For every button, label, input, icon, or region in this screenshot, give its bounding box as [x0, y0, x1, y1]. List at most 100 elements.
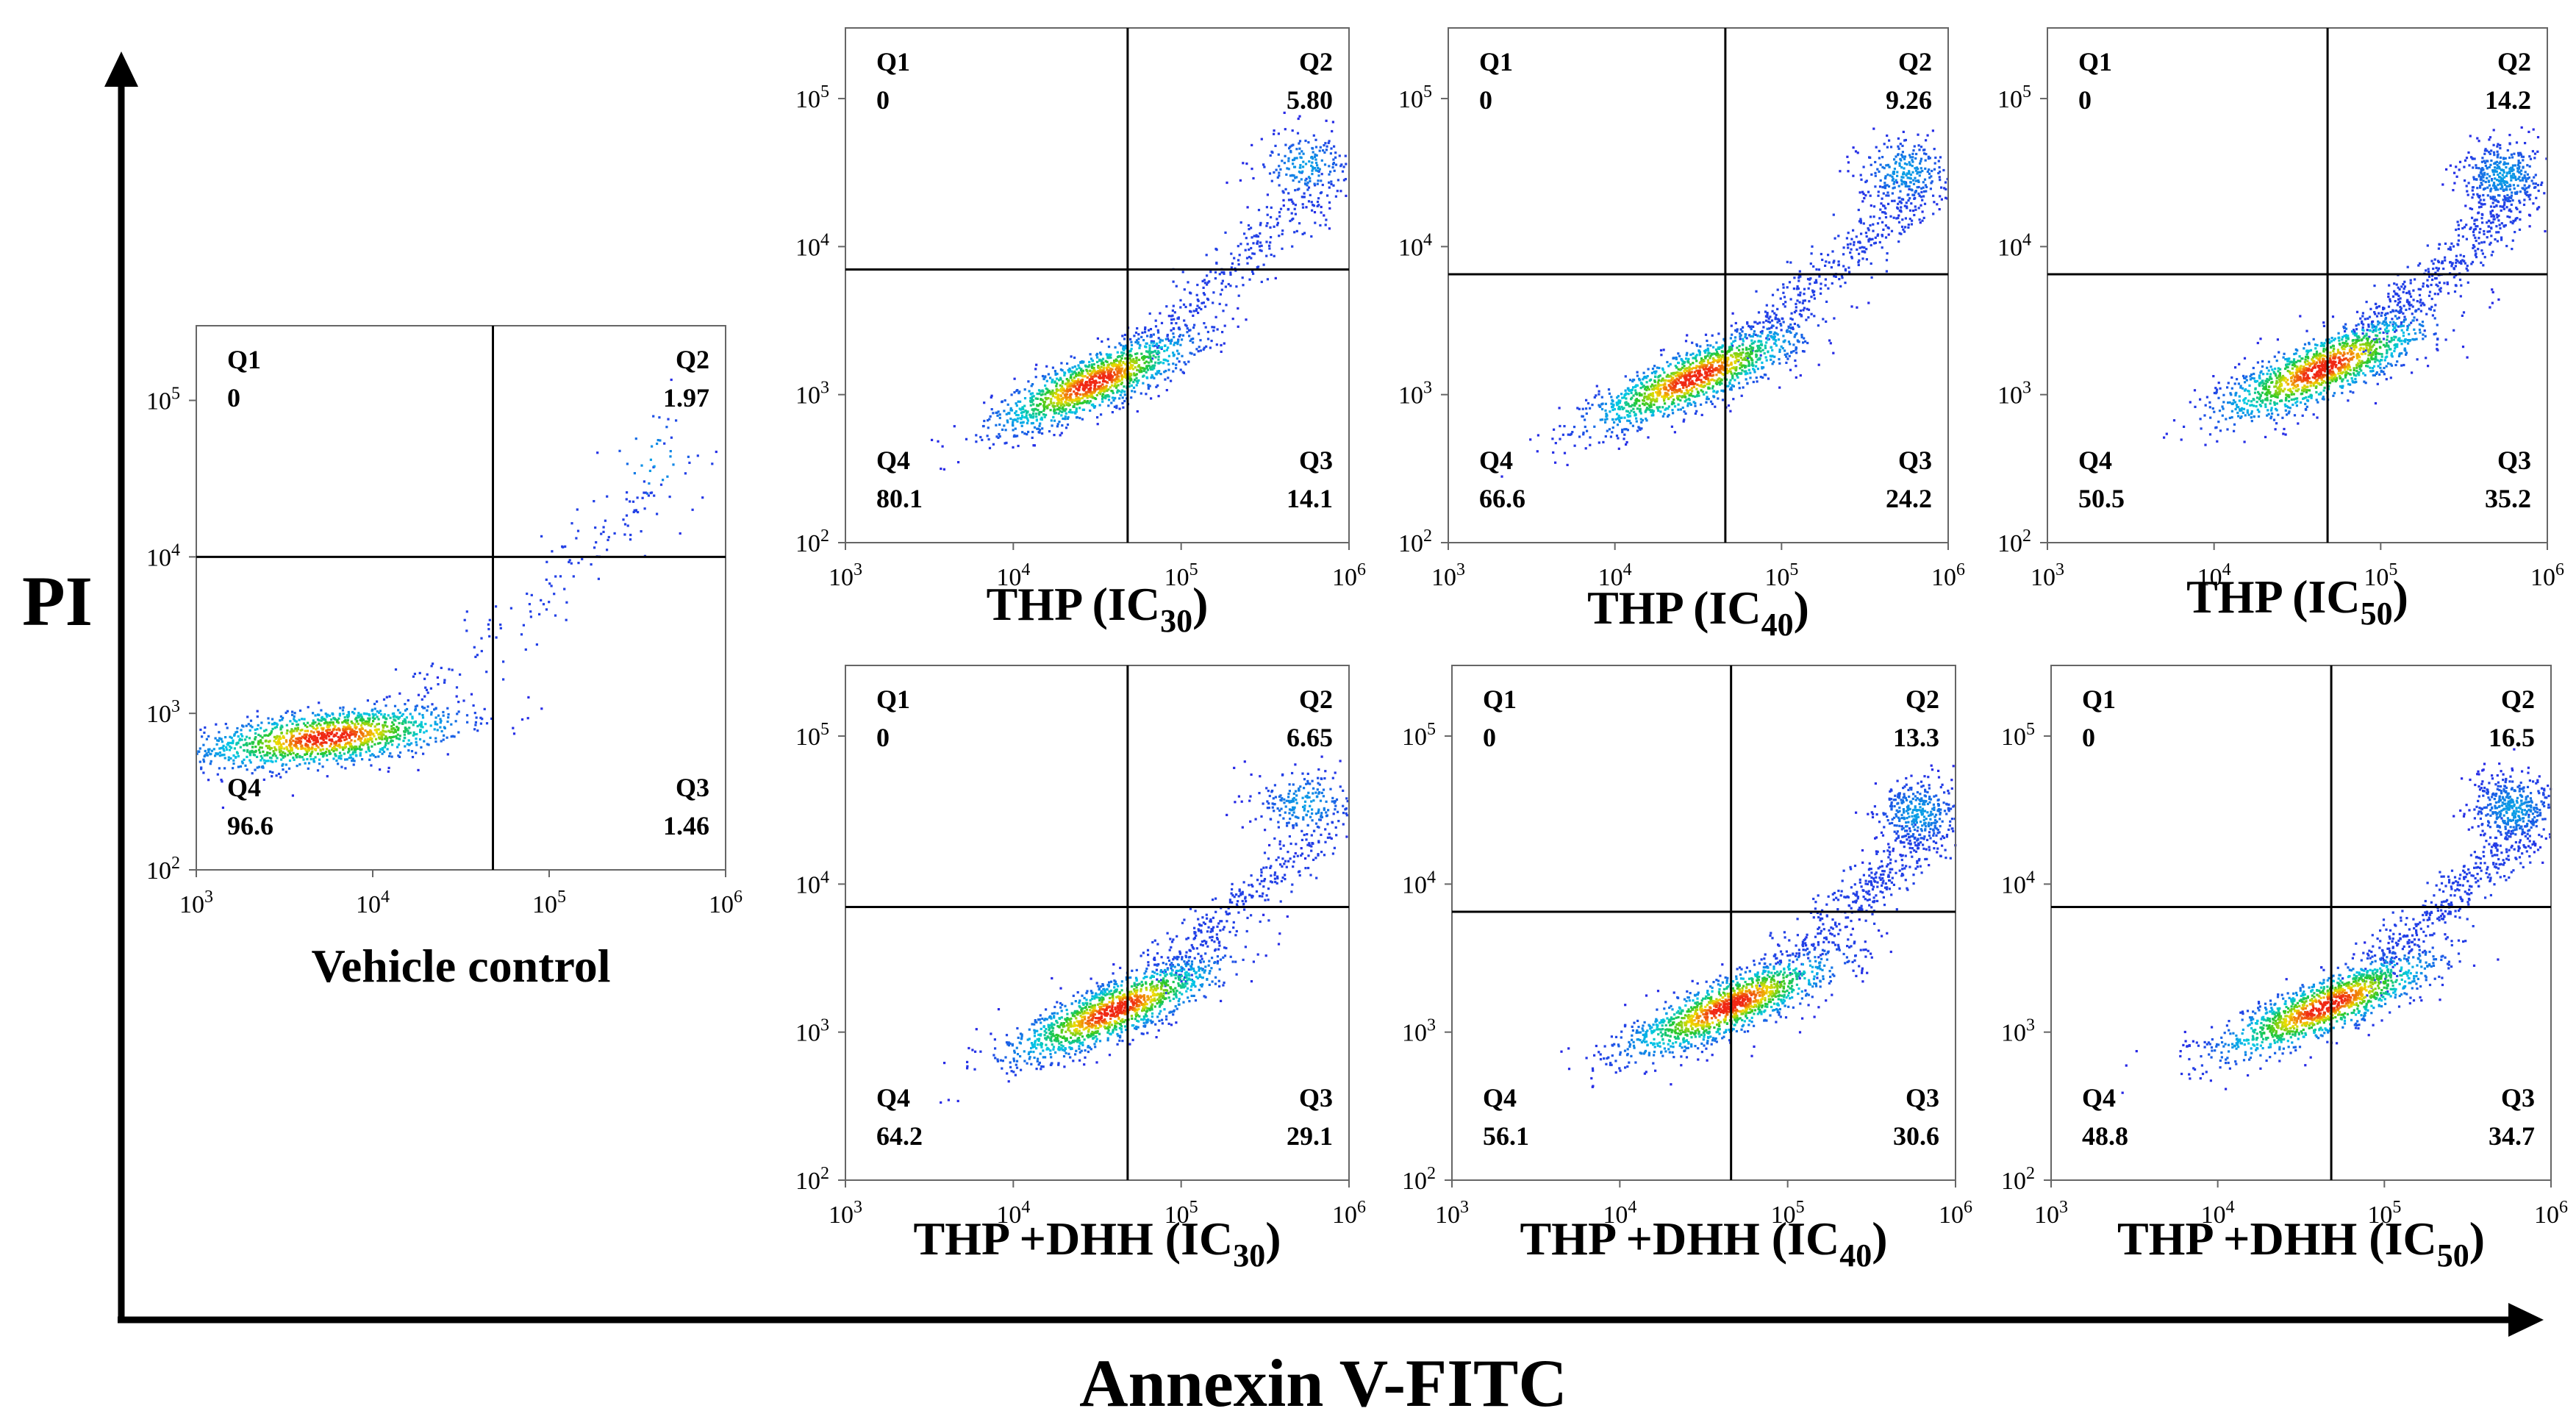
event-dot: [995, 424, 998, 426]
event-dot: [1038, 393, 1041, 396]
event-dot: [229, 745, 232, 748]
event-dot: [1299, 164, 1302, 167]
event-dot: [1753, 321, 1756, 324]
event-dot: [1311, 169, 1314, 172]
event-dot: [1066, 393, 1069, 396]
event-dot: [1649, 393, 1652, 397]
event-dot: [1177, 316, 1180, 319]
event-dot: [1895, 181, 1899, 184]
event-dot: [1834, 275, 1837, 278]
event-dot: [440, 740, 443, 743]
event-dot: [1636, 429, 1639, 432]
event-dot: [1700, 403, 1703, 406]
event-dot: [371, 740, 373, 743]
event-dot: [1640, 421, 1643, 424]
event-dot: [1273, 254, 1276, 257]
event-dot: [1725, 357, 1728, 360]
event-dot: [1252, 176, 1255, 180]
event-dot: [1151, 357, 1154, 360]
event-dot: [1642, 385, 1645, 388]
event-dot: [1647, 393, 1650, 396]
event-dot: [309, 740, 312, 743]
event-dot: [1684, 371, 1686, 375]
event-dot: [479, 722, 482, 725]
event-dot: [1915, 152, 1918, 156]
event-dot: [1690, 387, 1694, 390]
event-dot: [1157, 371, 1160, 374]
event-dot: [1112, 371, 1116, 374]
event-dot: [310, 737, 314, 740]
event-dot: [684, 472, 687, 475]
event-dot: [1726, 370, 1729, 373]
event-dot: [376, 700, 379, 703]
event-dot: [1905, 182, 1908, 185]
event-dot: [1031, 392, 1034, 395]
event-dot: [1570, 432, 1573, 435]
event-dot: [396, 737, 398, 740]
event-dot: [1143, 357, 1146, 360]
event-dot: [432, 662, 434, 665]
event-dot: [1911, 219, 1914, 222]
event-dot: [374, 755, 377, 759]
event-dot: [1694, 404, 1697, 407]
event-dot: [1884, 207, 1887, 210]
event-dot: [1239, 179, 1242, 182]
event-dot: [298, 718, 301, 721]
event-dot: [1088, 360, 1091, 363]
event-dot: [202, 743, 205, 746]
event-dot: [499, 626, 502, 629]
event-dot: [1706, 344, 1709, 347]
event-dot: [472, 704, 475, 707]
event-dot: [338, 714, 341, 717]
event-dot: [1795, 302, 1797, 305]
event-dot: [1078, 380, 1081, 384]
event-dot: [595, 541, 598, 544]
event-dot: [1907, 199, 1910, 202]
event-dot: [1928, 168, 1931, 171]
event-dot: [1917, 179, 1920, 182]
event-dot: [1124, 362, 1127, 365]
event-dot: [1657, 379, 1660, 382]
event-dot: [1086, 396, 1089, 399]
event-dot: [388, 736, 391, 739]
event-dot: [1675, 357, 1678, 360]
event-dot: [1730, 354, 1733, 357]
event-dot: [1064, 400, 1067, 404]
event-dot: [1762, 366, 1765, 369]
event-dot: [1870, 276, 1873, 279]
event-dot: [346, 741, 349, 744]
event-dot: [1106, 364, 1109, 367]
event-dot: [1833, 260, 1836, 262]
event-dot: [377, 755, 380, 758]
event-dot: [1808, 300, 1811, 303]
event-dot: [1586, 429, 1589, 432]
event-dot: [1077, 378, 1080, 381]
event-dot: [1732, 340, 1735, 343]
event-dot: [1243, 232, 1246, 235]
event-dot: [359, 718, 362, 721]
event-dot: [1262, 163, 1265, 166]
event-dot: [1658, 366, 1661, 370]
event-dot: [351, 721, 354, 725]
event-dot: [1889, 174, 1892, 177]
event-dot: [1045, 387, 1048, 390]
event-dot: [1658, 384, 1661, 387]
event-dot: [268, 748, 271, 751]
event-dot: [1734, 360, 1736, 363]
event-dot: [1070, 399, 1073, 401]
event-dot: [1749, 344, 1752, 347]
event-dot: [409, 712, 412, 715]
event-dot: [316, 726, 319, 729]
event-dot: [267, 740, 271, 743]
event-dot: [1312, 147, 1314, 150]
event-dot: [223, 757, 226, 760]
event-dot: [1088, 401, 1091, 404]
event-dot: [409, 732, 412, 735]
event-dot: [1643, 392, 1646, 395]
event-dot: [1072, 385, 1075, 388]
event-dot: [1837, 235, 1840, 238]
event-dot: [1189, 351, 1192, 354]
event-dot: [1628, 419, 1631, 422]
event-dot: [1884, 215, 1888, 219]
event-dot: [1167, 338, 1170, 340]
